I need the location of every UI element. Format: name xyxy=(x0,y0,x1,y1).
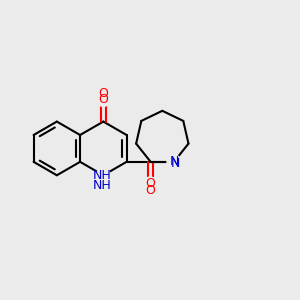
Text: NH: NH xyxy=(92,169,111,182)
Text: N: N xyxy=(169,155,178,168)
Circle shape xyxy=(167,155,181,169)
Text: O: O xyxy=(145,177,155,190)
Text: N: N xyxy=(171,157,180,170)
Circle shape xyxy=(96,168,110,182)
Text: O: O xyxy=(98,87,108,100)
Circle shape xyxy=(143,177,157,191)
Text: NH: NH xyxy=(92,179,111,192)
Text: O: O xyxy=(98,93,108,106)
Text: O: O xyxy=(145,184,155,197)
Circle shape xyxy=(96,92,110,106)
